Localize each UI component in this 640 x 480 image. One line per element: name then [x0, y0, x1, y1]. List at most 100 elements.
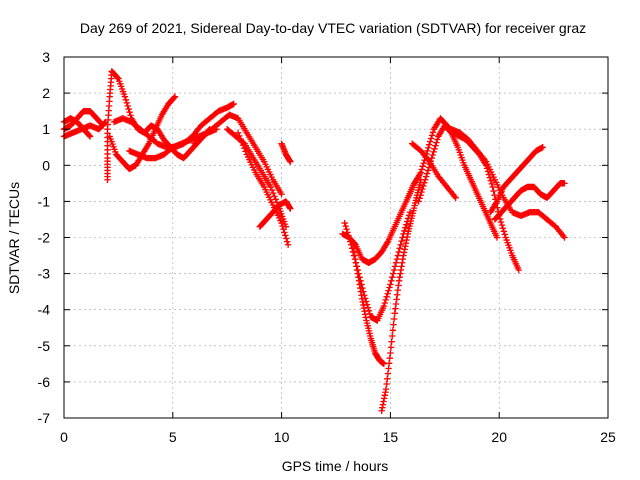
data-point [388, 277, 395, 285]
data-point [421, 179, 428, 187]
data-point [416, 195, 423, 202]
data-point [121, 93, 129, 100]
data-point [85, 132, 93, 139]
chart-title: Day 269 of 2021, Sidereal Day-to-day VTE… [80, 20, 586, 36]
x-tick-label: 20 [491, 429, 507, 445]
data-point [389, 327, 397, 334]
data-point [429, 151, 436, 159]
data-point [419, 185, 426, 193]
data-point [433, 139, 440, 146]
data-point [420, 182, 427, 190]
data-point [500, 228, 508, 235]
data-point [345, 232, 352, 239]
data-point [418, 166, 425, 173]
data-point [380, 302, 388, 310]
data-point [539, 144, 546, 151]
data-point [488, 180, 495, 188]
data-point [384, 290, 391, 297]
data-point [287, 205, 294, 212]
data-point [561, 180, 568, 187]
x-tick-label: 5 [169, 429, 177, 445]
y-tick-label: 3 [42, 49, 50, 65]
data-point [123, 99, 130, 107]
series-track-23 [408, 140, 459, 201]
axis-ticks: 0 5 10 15 20 25 -7 -6 -5 -4 -3 -2 -1 0 1 2 3 [38, 49, 616, 445]
data-point [424, 167, 432, 174]
x-tick-label: 15 [383, 429, 399, 445]
data-point [423, 170, 431, 177]
data-point [391, 263, 399, 270]
data-point [392, 259, 400, 266]
data-point [515, 266, 522, 274]
data-point [344, 229, 351, 236]
y-tick-label: -1 [38, 193, 51, 209]
data-point [283, 235, 290, 242]
data-point [499, 225, 507, 232]
series-track-9 [191, 111, 285, 198]
data-point [389, 274, 396, 281]
data-point [280, 226, 287, 233]
data-point [431, 145, 438, 152]
data-point [283, 238, 291, 245]
data-point [278, 219, 285, 227]
series-track-16 [350, 245, 388, 368]
data-point [420, 160, 427, 167]
data-point [387, 281, 394, 288]
data-point [396, 245, 403, 252]
data-point [279, 222, 286, 230]
data-point [242, 148, 249, 155]
data-point [381, 299, 389, 307]
data-point [422, 176, 429, 183]
data-point [348, 241, 355, 248]
data-point [424, 147, 431, 155]
data-point [284, 241, 292, 248]
data-point [561, 234, 568, 241]
data-point [383, 293, 390, 301]
data-point [427, 135, 435, 142]
data-point [124, 102, 131, 110]
data-point [282, 232, 289, 239]
data-point [236, 132, 243, 140]
data-point [403, 221, 410, 228]
y-axis-label: SDTVAR / TECUs [6, 182, 22, 294]
data-point [422, 173, 430, 180]
data-point [271, 193, 278, 200]
data-point [415, 198, 422, 205]
data-point [388, 338, 395, 345]
data-point [287, 158, 294, 165]
data-point [385, 287, 392, 294]
data-point [386, 284, 393, 291]
data-point [497, 218, 505, 226]
data-point [126, 108, 133, 116]
data-point [281, 229, 288, 236]
data-point [101, 119, 108, 127]
series-track-13 [278, 140, 294, 165]
data-point [342, 222, 349, 230]
x-axis-label: GPS time / hours [282, 458, 389, 474]
y-tick-label: -5 [38, 338, 51, 354]
series-track-21 [487, 144, 546, 216]
data-point [434, 136, 441, 143]
data-point [382, 296, 389, 304]
data-point [267, 183, 274, 191]
x-tick-label: 10 [274, 429, 290, 445]
data-point [397, 241, 404, 248]
data-point [389, 332, 396, 340]
data-point [389, 270, 397, 277]
data-point [390, 315, 398, 323]
data-point [498, 221, 506, 229]
y-tick-label: -7 [38, 410, 51, 426]
data-point [417, 192, 424, 199]
y-tick-label: -2 [38, 230, 51, 246]
data-point [398, 237, 405, 245]
data-point [501, 231, 508, 238]
data-point [426, 138, 434, 145]
data-point [270, 189, 277, 197]
data-marks [60, 68, 568, 414]
data-point [432, 142, 439, 149]
data-point [387, 344, 395, 351]
data-point [347, 238, 354, 245]
data-point [238, 138, 246, 146]
data-point [489, 183, 496, 191]
data-point [122, 96, 130, 104]
